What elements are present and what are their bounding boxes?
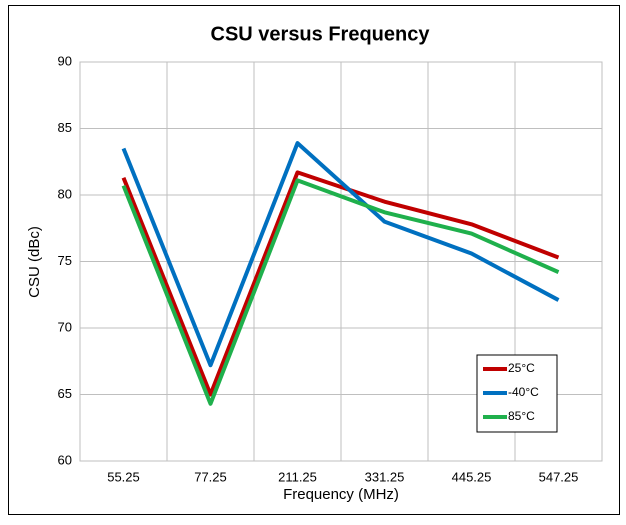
x-tick-label: 211.25 [278, 469, 317, 484]
x-tick-label: 55.25 [107, 469, 140, 484]
series-line [121, 170, 560, 397]
chart-title: CSU versus Frequency [211, 23, 431, 45]
x-tick-label: 445.25 [452, 469, 492, 484]
x-tick-label: 77.25 [194, 469, 227, 484]
x-tick-label: 547.25 [539, 469, 579, 484]
x-tick-label: 331.25 [365, 469, 405, 484]
series-line [121, 141, 560, 368]
y-tick-label: 80 [58, 186, 72, 201]
y-tick-label: 90 [58, 53, 72, 68]
legend-label: -40°C [508, 385, 539, 399]
y-axis-label: CSU (dBc) [26, 226, 43, 298]
y-tick-label: 70 [58, 319, 72, 334]
y-tick-label: 75 [58, 253, 72, 268]
legend-label: 25°C [508, 361, 535, 375]
y-tick-label: 60 [58, 452, 72, 467]
y-tick-label: 85 [58, 120, 72, 135]
legend-label: 85°C [508, 409, 535, 423]
y-tick-label: 65 [58, 386, 72, 401]
series-line [121, 178, 560, 406]
x-axis-label: Frequency (MHz) [283, 486, 399, 503]
